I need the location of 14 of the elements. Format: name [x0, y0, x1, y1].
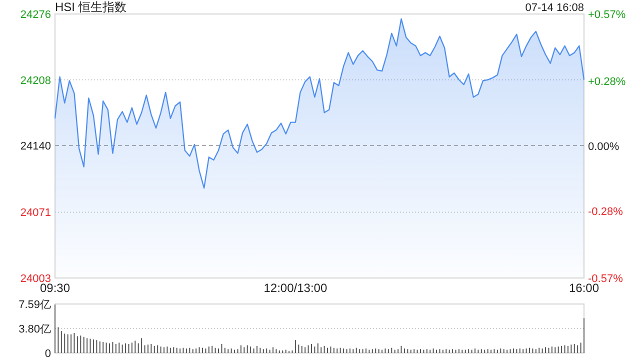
y2-tick-label: 0.00% [588, 141, 620, 153]
y-tick-label: 7.59亿 [18, 299, 51, 311]
y2-tick-label: -0.28% [588, 206, 624, 218]
y2-tick-label: +0.28% [588, 76, 626, 88]
y-tick-label: 3.80亿 [18, 323, 51, 336]
text: 07-14 16:08 [525, 2, 584, 14]
y-tick-label: 0 [44, 348, 51, 360]
x-tick-label: 12:00/13:00 [264, 281, 328, 295]
y-tick-label: 24276 [20, 9, 51, 21]
chart-title: HSI 恒生指数 [55, 0, 126, 14]
y-tick-label: 24208 [20, 74, 51, 87]
y2-tick-label: +0.57% [588, 9, 626, 21]
y-tick-label: 24140 [20, 140, 51, 153]
y-tick-label: 24071 [20, 207, 51, 220]
